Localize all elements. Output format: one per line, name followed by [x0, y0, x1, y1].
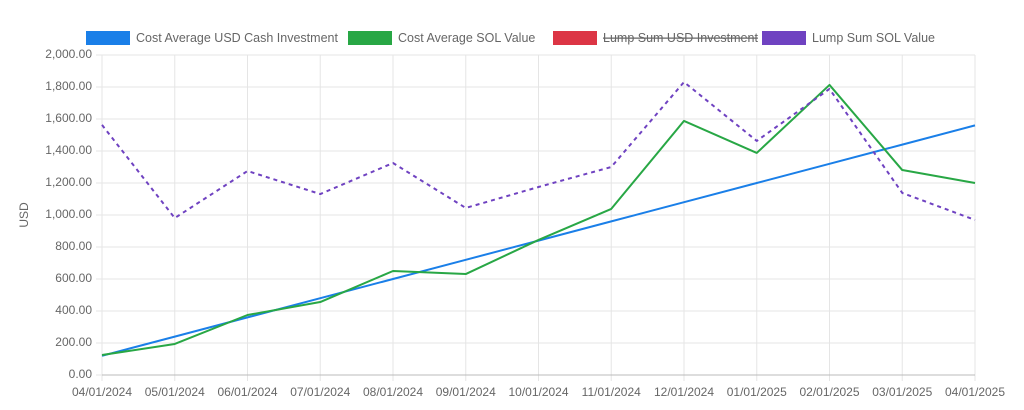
- y-tick-label: 0.00: [69, 367, 93, 381]
- y-tick-label: 400.00: [55, 303, 92, 317]
- x-tick-label: 08/01/2024: [363, 385, 423, 399]
- y-tick-label: 1,400.00: [45, 143, 92, 157]
- x-tick-label: 01/01/2025: [727, 385, 787, 399]
- y-tick-label: 200.00: [55, 335, 92, 349]
- x-tick-label: 10/01/2024: [508, 385, 568, 399]
- legend-swatch[interactable]: [762, 31, 806, 45]
- x-tick-label: 05/01/2024: [145, 385, 205, 399]
- y-tick-label: 1,000.00: [45, 207, 92, 221]
- legend-label[interactable]: Cost Average USD Cash Investment: [136, 31, 338, 45]
- x-tick-label: 04/01/2025: [945, 385, 1005, 399]
- x-tick-label: 12/01/2024: [654, 385, 714, 399]
- legend-label[interactable]: Lump Sum USD Investment: [603, 31, 758, 45]
- legend-label[interactable]: Cost Average SOL Value: [398, 31, 535, 45]
- x-tick-label: 03/01/2025: [872, 385, 932, 399]
- y-tick-label: 2,000.00: [45, 47, 92, 61]
- x-tick-label: 04/01/2024: [72, 385, 132, 399]
- y-tick-label: 1,600.00: [45, 111, 92, 125]
- y-tick-label: 1,200.00: [45, 175, 92, 189]
- x-tick-label: 06/01/2024: [217, 385, 277, 399]
- legend-swatch[interactable]: [348, 31, 392, 45]
- legend-swatch[interactable]: [553, 31, 597, 45]
- x-tick-label: 09/01/2024: [436, 385, 496, 399]
- y-tick-label: 1,800.00: [45, 79, 92, 93]
- x-tick-label: 02/01/2025: [799, 385, 859, 399]
- x-tick-label: 11/01/2024: [582, 385, 641, 399]
- y-tick-label: 800.00: [55, 239, 92, 253]
- legend-swatch[interactable]: [86, 31, 130, 45]
- y-tick-label: 600.00: [55, 271, 92, 285]
- x-tick-label: 07/01/2024: [290, 385, 350, 399]
- series-line: [101, 83, 976, 356]
- series-line: [101, 81, 976, 221]
- legend-label[interactable]: Lump Sum SOL Value: [812, 31, 935, 45]
- y-axis-label: USD: [17, 202, 31, 228]
